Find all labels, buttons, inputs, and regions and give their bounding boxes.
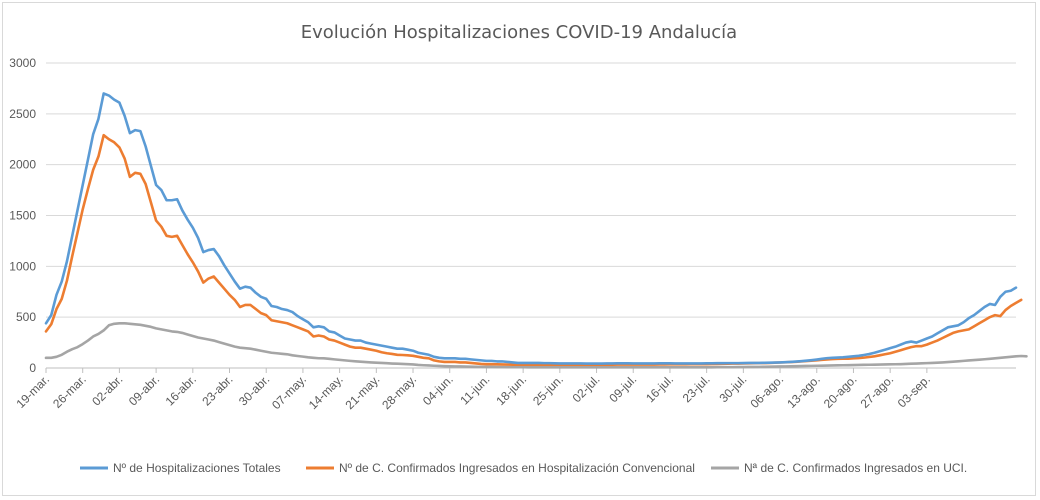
x-tick-label: 26-mar. xyxy=(50,372,89,411)
series-line-2 xyxy=(44,133,1023,367)
x-tick-label: 13-ago. xyxy=(784,372,823,411)
legend: Nº de Hospitalizaciones Totales Nº de C. … xyxy=(80,461,967,475)
y-tick-label: 2500 xyxy=(9,107,36,121)
x-tick-label: 20-ago. xyxy=(821,372,860,411)
x-tick-label: 25-jun. xyxy=(530,372,566,408)
x-tick-label: 04-jun. xyxy=(420,372,456,408)
x-tick-label: 09-abr. xyxy=(126,372,162,408)
y-tick-label: 3000 xyxy=(9,56,36,70)
legend-label: Nº de C. Confirmados Ingresados en Hospi… xyxy=(339,461,695,475)
y-tick-label: 0 xyxy=(29,361,36,375)
x-tick-label: 06-ago. xyxy=(747,372,786,411)
x-axis: 19-mar.26-mar. 02-abr. 09-abr. 16-abr. 23-ab… xyxy=(13,368,933,412)
legend-label: Nº de Hospitalizaciones Totales xyxy=(113,461,281,475)
x-tick-label: 16-abr. xyxy=(163,372,199,408)
chart-title: Evolución Hospitalizaciones COVID-19 And… xyxy=(301,22,737,43)
x-tick-label: 30-jul. xyxy=(716,372,749,405)
x-tick-label: 02-jul. xyxy=(570,372,603,405)
x-tick-label: 27-ago. xyxy=(858,372,897,411)
gridlines xyxy=(46,62,1016,369)
legend-label: Nª de C. Confirmados Ingresados en UCI. xyxy=(744,461,967,475)
x-tick-label: 21-may. xyxy=(343,372,383,412)
x-tick-label: 23-jul. xyxy=(680,372,713,405)
x-tick-label: 09-jul. xyxy=(606,372,639,405)
y-tick-label: 500 xyxy=(16,310,36,324)
y-axis-ticks: 0 500 1000 1500 2000 2500 3000 xyxy=(9,56,36,375)
series-line-1 xyxy=(44,92,1018,365)
y-tick-label: 1500 xyxy=(9,209,36,223)
x-tick-label: 23-abr. xyxy=(199,372,235,408)
x-tick-label: 11-jun. xyxy=(457,372,492,407)
series-lines xyxy=(44,92,1028,369)
x-tick-label: 02-abr. xyxy=(89,372,125,408)
x-tick-label: 30-abr. xyxy=(236,372,272,408)
y-tick-label: 1000 xyxy=(9,259,36,273)
x-tick-label: 18-jun. xyxy=(493,372,529,408)
x-tick-label: 28-may. xyxy=(379,372,419,412)
x-tick-label: 19-mar. xyxy=(13,372,52,411)
x-tick-label: 03-sep. xyxy=(895,372,933,410)
x-tick-label: 14-may. xyxy=(306,372,346,412)
x-tick-label: 07-may. xyxy=(269,372,309,412)
series-line-3 xyxy=(44,321,1028,369)
y-tick-label: 2000 xyxy=(9,158,36,172)
x-tick-label: 16-jul. xyxy=(643,372,676,405)
